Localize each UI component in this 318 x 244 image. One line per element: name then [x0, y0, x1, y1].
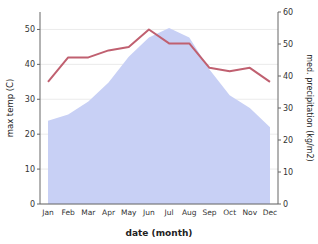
x-tick-label: Sep — [202, 208, 216, 217]
y2-tick — [278, 76, 281, 77]
area — [48, 28, 270, 204]
y-axis-title: max temp (C) — [5, 79, 15, 138]
y-tick — [37, 29, 40, 30]
y-tick-label: 50 — [25, 25, 35, 34]
y2-tick — [278, 172, 281, 173]
plot-area — [48, 28, 270, 204]
y-tick — [37, 64, 40, 65]
y2-tick-label: 60 — [283, 8, 293, 17]
line — [48, 29, 270, 81]
y2-tick — [278, 204, 281, 205]
y2-tick-label: 50 — [283, 40, 293, 49]
y2-tick-label: 10 — [283, 168, 293, 177]
y-tick-label: 0 — [30, 200, 35, 209]
y-tick-label: 40 — [25, 60, 35, 69]
x-tick-label: Jun — [142, 208, 155, 217]
y2-tick-label: 0 — [283, 200, 288, 209]
x-tick-label: Jul — [164, 208, 174, 217]
y-tick — [37, 134, 40, 135]
x-tick-label: Mar — [81, 208, 96, 217]
y2-tick-label: 20 — [283, 136, 293, 145]
y2-tick-label: 30 — [283, 104, 293, 113]
axes: 0 10 20 30 40 50 0 10 20 30 40 50 60 Jan Feb Mar Apr May J… — [25, 8, 293, 218]
y2-tick — [278, 108, 281, 109]
chart: 0 10 20 30 40 50 0 10 20 30 40 50 60 Jan Feb Mar Apr May J… — [0, 0, 318, 244]
y-tick — [37, 204, 40, 205]
y2-axis-title: med. precipitation (kg/m2) — [305, 54, 314, 161]
x-tick-label: Apr — [102, 208, 116, 217]
y-tick — [37, 169, 40, 170]
x-tick-label: Aug — [182, 208, 197, 217]
x-tick-label: Nov — [242, 208, 257, 217]
grid-line — [40, 204, 278, 205]
x-tick-label: Oct — [223, 208, 236, 217]
y-tick-label: 10 — [25, 165, 35, 174]
y2-tick-label: 40 — [283, 72, 293, 81]
y-tick — [37, 99, 40, 100]
y-tick-label: 20 — [25, 130, 35, 139]
x-tick-label: Feb — [62, 208, 76, 217]
x-tick-label: May — [121, 208, 137, 217]
y2-tick — [278, 44, 281, 45]
x-tick-label: Dec — [263, 208, 278, 217]
x-tick-label: Jan — [41, 208, 54, 217]
y-tick-label: 30 — [25, 95, 35, 104]
x-axis-line — [40, 204, 278, 205]
y2-tick — [278, 140, 281, 141]
grid-line — [40, 29, 278, 30]
x-axis-title: date (month) — [126, 228, 193, 238]
y-axis-line — [40, 12, 41, 204]
y2-tick — [278, 12, 281, 13]
